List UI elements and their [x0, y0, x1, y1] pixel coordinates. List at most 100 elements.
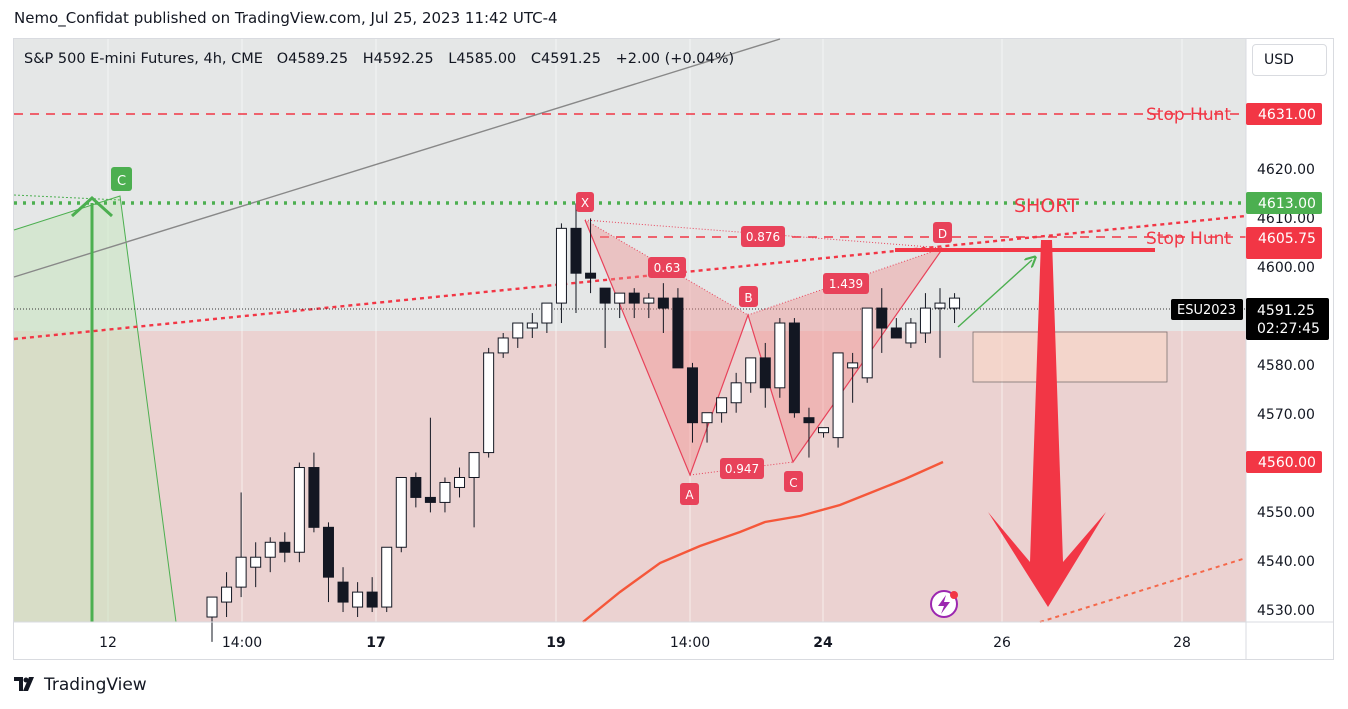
ytick-label: 4530.00	[1257, 603, 1315, 619]
candle-body	[716, 397, 728, 414]
point-c-badge	[784, 471, 803, 492]
xtick-label: 26	[993, 635, 1011, 651]
point-b-badge	[739, 286, 758, 307]
candle-body	[322, 526, 334, 578]
grey-trendline	[13, 38, 781, 278]
point-a-label: A	[685, 488, 694, 502]
candle-body	[235, 556, 247, 588]
candle-body	[395, 476, 407, 548]
symbol-name: S&P 500 E-mini Futures, 4h, CME	[24, 51, 263, 67]
ytick-label: 4540.00	[1257, 554, 1315, 570]
candle-body	[657, 297, 669, 309]
point-c-green-badge	[111, 167, 132, 191]
price-tag-4560	[1246, 451, 1322, 473]
xtick-label: 12	[99, 635, 117, 651]
countdown-text: 02:27:45	[1257, 321, 1320, 337]
ytick-label: 4610.00	[1257, 211, 1315, 227]
stop-hunt-upper-text: Stop Hunt	[1146, 105, 1231, 125]
candle-body	[803, 417, 815, 424]
candle-body	[628, 292, 640, 304]
candle-body	[410, 476, 422, 498]
ytick-label: 4570.00	[1257, 407, 1315, 423]
candle-body	[876, 307, 888, 329]
ratio-0947-badge	[720, 458, 764, 479]
candle-body	[483, 352, 495, 454]
currency-button[interactable]: USD	[1252, 44, 1327, 76]
candle-body	[774, 322, 786, 389]
publication-credit: Nemo_Confidat published on TradingView.c…	[14, 9, 558, 27]
lightning-icon[interactable]	[930, 590, 958, 618]
xtick-label: 19	[546, 635, 565, 651]
candle-body	[847, 362, 859, 369]
moving-average-line	[582, 460, 944, 623]
brand-name: TradingView	[44, 675, 147, 695]
green-projection-area	[14, 195, 176, 622]
price-tag-4613	[1246, 192, 1322, 214]
candle-body	[512, 322, 524, 339]
price-tag-4631-text: 4631.00	[1258, 107, 1316, 123]
high-label: H	[362, 51, 374, 67]
candle-body	[672, 297, 684, 369]
price-tag-4605	[1246, 227, 1322, 259]
low-label: L	[448, 51, 457, 67]
candle-body	[686, 367, 698, 424]
candle-body	[818, 427, 830, 434]
candle-body	[279, 541, 291, 553]
harmonic-ratio-line-bd	[747, 247, 944, 316]
xtick-label: 28	[1173, 635, 1191, 651]
price-axis: 4620.00 4610.00 4600.00 4580.00 4570.00 …	[1257, 162, 1315, 619]
candle-body	[526, 322, 538, 329]
ratio-1439-badge	[823, 273, 869, 294]
candle-body	[424, 496, 436, 503]
ytick-label: 4600.00	[1257, 260, 1315, 276]
ratio-1439-label: 1.439	[829, 277, 863, 291]
candle-body	[614, 292, 626, 304]
xtick-label: 14:00	[670, 635, 710, 651]
price-tag-4613-text: 4613.00	[1258, 196, 1316, 212]
green-small-arrow	[957, 260, 1032, 328]
candle-body	[439, 481, 451, 503]
candle-body	[206, 596, 218, 618]
close-value: 4591.25	[541, 51, 601, 67]
candle-body	[454, 476, 466, 488]
candle-body	[788, 322, 800, 414]
candle-body	[221, 586, 233, 603]
harmonic-ratio-labels: 0.63 0.947 1.439 0.876	[648, 226, 869, 479]
symbol-info-bar: S&P 500 E-mini Futures, 4h, CME O4589.25…	[24, 51, 734, 67]
ytick-label: 4580.00	[1257, 358, 1315, 374]
point-x-label: X	[581, 196, 589, 210]
time-axis: 12 14:00 17 19 14:00 24 26 28	[99, 635, 1191, 651]
harmonic-xab-triangle	[585, 220, 748, 475]
point-a-badge	[680, 483, 699, 505]
ratio-0947-label: 0.947	[725, 462, 759, 476]
candle-body	[264, 541, 276, 558]
xtick-label: 14:00	[222, 635, 262, 651]
candle-body	[541, 302, 553, 324]
candlesticks	[206, 203, 961, 642]
ratio-0876-badge	[741, 226, 785, 247]
price-tags: 4631.00 4613.00 4605.75 4560.00	[1246, 103, 1322, 473]
high-value: 4592.25	[373, 51, 434, 67]
candle-body	[919, 307, 931, 334]
green-dotted-guide	[13, 194, 121, 201]
ratio-063-badge	[648, 257, 686, 278]
xtick-label: 24	[813, 635, 833, 651]
candle-body	[352, 591, 364, 608]
symbol-tag-text: ESU2023	[1177, 303, 1236, 318]
tradingview-brand[interactable]: TradingView	[14, 675, 147, 695]
close-label: C	[530, 51, 542, 67]
candle-body	[381, 546, 393, 608]
candle-body	[949, 297, 961, 309]
tradingview-logo-icon	[14, 676, 38, 695]
candle-body	[832, 352, 844, 439]
candle-body	[701, 412, 713, 424]
candle-body	[934, 302, 946, 309]
ytick-label: 4550.00	[1257, 505, 1315, 521]
candle-body	[468, 452, 480, 478]
ratio-0876-label: 0.876	[746, 230, 780, 244]
candle-body	[730, 382, 742, 404]
point-c-green-label: C	[117, 174, 126, 189]
price-tag-4631	[1246, 103, 1322, 125]
point-d-label: D	[938, 227, 947, 241]
